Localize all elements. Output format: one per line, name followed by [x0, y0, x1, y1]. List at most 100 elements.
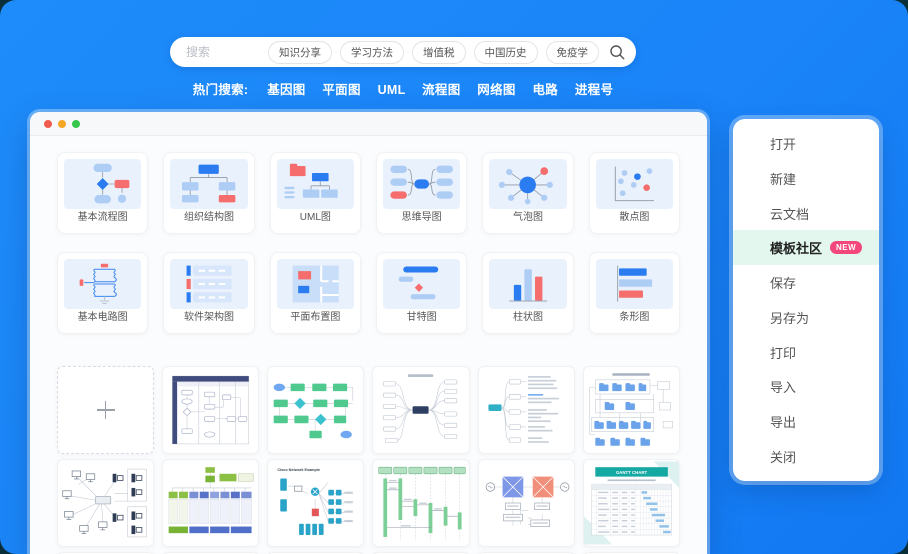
window-content: 基本流程图 组织结构图	[30, 136, 707, 554]
hot-term-network[interactable]: 网络图	[477, 83, 516, 97]
gallery-template-swimlane-flowchart[interactable]	[162, 366, 260, 454]
gallery-template-deployment-diagram[interactable]	[582, 366, 680, 454]
menu-label: 导入	[770, 380, 797, 396]
gallery-template-green-flowchart[interactable]	[267, 366, 365, 454]
template-card-software-arch[interactable]: 软件架构图	[163, 252, 255, 334]
template-card-basic-flowchart[interactable]: 基本流程图	[57, 152, 149, 234]
menu-item-import[interactable]: 导入	[733, 370, 879, 405]
maximize-window-dot[interactable]	[72, 119, 80, 128]
menu-label: 新建	[770, 171, 797, 187]
sequence-diagram-preview-icon	[378, 466, 467, 540]
template-label: 柱状图	[512, 312, 543, 323]
menu-item-new[interactable]: 新建	[733, 161, 879, 196]
uml-preview-icon	[284, 163, 338, 199]
search-tag-knowledge[interactable]: 知识分享	[268, 40, 332, 64]
new-badge: NEW	[830, 241, 863, 255]
template-label: 甘特图	[406, 312, 437, 323]
hot-search-label: 热门搜索:	[192, 83, 249, 97]
template-card-circuit[interactable]: 基本电路图	[57, 252, 149, 334]
template-card-bubble[interactable]: 气泡图	[482, 152, 574, 234]
hot-term-floorplan[interactable]: 平面图	[322, 83, 361, 97]
gallery-template-network-topology[interactable]	[57, 459, 155, 547]
bar-chart-preview-icon	[616, 265, 652, 302]
search-bar: 知识分享 学习方法 增值税 中国历史 免疫学	[170, 37, 636, 67]
template-card-scatter[interactable]: 散点图	[588, 152, 680, 234]
gantt-chart-preview-icon: GANTT CHART	[583, 461, 679, 545]
template-label: 基本电路图	[77, 312, 128, 323]
template-card-gantt[interactable]: 甘特图	[376, 252, 468, 334]
search-tag-study[interactable]: 学习方法	[340, 40, 404, 64]
gallery-grid: Cisco Network Example	[57, 366, 680, 554]
column-chart-preview-icon	[509, 269, 548, 302]
cisco-template-title: Cisco Network Example	[278, 468, 321, 472]
close-window-dot[interactable]	[44, 119, 52, 128]
search-tag-history[interactable]: 中国历史	[473, 40, 538, 64]
template-label: 基本流程图	[77, 212, 128, 223]
file-menu: 打开 新建 云文档 模板社区 NEW 保存 另存为 打印 导入 导出 关闭	[733, 119, 879, 481]
gallery-template-mindmap-teal[interactable]	[477, 366, 575, 454]
bubble-chart-preview-icon	[499, 167, 554, 205]
gantt-preview-icon	[398, 266, 439, 300]
cisco-network-preview-icon: Cisco Network Example	[278, 468, 354, 536]
template-card-bar-chart[interactable]: 条形图	[588, 252, 680, 334]
gallery-template-power-circuit[interactable]	[477, 459, 575, 547]
gallery-template-hierarchy-table[interactable]	[162, 459, 260, 547]
menu-label: 打印	[770, 345, 797, 361]
menu-item-open[interactable]: 打开	[733, 126, 879, 161]
menu-item-cloud-docs[interactable]: 云文档	[733, 196, 879, 231]
circuit-preview-icon	[79, 263, 117, 304]
template-label: 软件架构图	[183, 312, 234, 323]
menu-label: 模板社区	[770, 241, 823, 257]
menu-label: 关闭	[770, 450, 797, 466]
menu-item-save[interactable]: 保存	[733, 265, 879, 300]
mindmap-dark-preview-icon	[383, 374, 458, 443]
search-tag-tax[interactable]: 增值税	[412, 40, 466, 64]
hot-term-circuit[interactable]: 电路	[532, 83, 559, 97]
template-card-uml[interactable]: UML图	[269, 152, 361, 234]
template-label: 组织结构图	[183, 212, 234, 223]
template-card-org-chart[interactable]: 组织结构图	[163, 152, 255, 234]
template-card-column-chart[interactable]: 柱状图	[482, 252, 574, 334]
gallery-template-mindmap-dark[interactable]	[372, 366, 470, 454]
search-input[interactable]	[184, 44, 260, 60]
deployment-preview-icon	[589, 373, 673, 446]
menu-item-template-community[interactable]: 模板社区 NEW	[733, 230, 879, 266]
green-flowchart-preview-icon	[273, 383, 354, 439]
menu-label: 导出	[770, 415, 797, 431]
search-tag-immunology[interactable]: 免疫学	[545, 40, 599, 64]
mindmap-teal-preview-icon	[488, 376, 559, 443]
menu-label: 另存为	[770, 310, 810, 326]
search-icon[interactable]	[608, 43, 626, 61]
menu-label: 保存	[770, 276, 797, 292]
menu-item-close[interactable]: 关闭	[733, 439, 879, 474]
menu-item-print[interactable]: 打印	[733, 335, 879, 370]
minimize-window-dot[interactable]	[58, 119, 66, 128]
gallery-template-sequence-diagram[interactable]	[372, 459, 470, 547]
menu-item-export[interactable]: 导出	[733, 404, 879, 439]
hot-term-process[interactable]: 进程号	[574, 83, 614, 97]
template-type-grid: 基本流程图 组织结构图	[57, 152, 680, 334]
hot-term-uml[interactable]: UML	[377, 83, 406, 97]
gallery-template-cisco-network[interactable]: Cisco Network Example	[267, 459, 365, 547]
hot-term-gene[interactable]: 基因图	[267, 83, 306, 97]
mindmap-preview-icon	[390, 165, 453, 199]
template-card-floor-plan[interactable]: 平面布置图	[269, 252, 361, 334]
window-titlebar	[30, 112, 707, 136]
templates-window: 基本流程图 组织结构图	[30, 112, 707, 554]
network-topology-preview-icon	[62, 468, 147, 538]
template-label: 条形图	[619, 312, 650, 323]
template-card-mindmap[interactable]: 思维导图	[376, 152, 468, 234]
hot-term-flowchart[interactable]: 流程图	[422, 83, 461, 97]
hot-search-row: 热门搜索: 基因图 平面图 UML 流程图 网络图 电路 进程号	[150, 79, 656, 98]
swimlane-preview-icon	[172, 375, 250, 445]
gantt-template-title: GANTT CHART	[616, 470, 648, 475]
flowchart-preview-icon	[93, 163, 130, 204]
power-circuit-preview-icon	[485, 476, 570, 527]
template-label: 散点图	[619, 212, 650, 223]
menu-label: 打开	[770, 136, 797, 152]
gallery-template-gantt-chart[interactable]: GANTT CHART	[582, 459, 680, 547]
new-blank-template-card[interactable]	[57, 366, 155, 454]
menu-item-save-as[interactable]: 另存为	[733, 300, 879, 335]
software-architecture-preview-icon	[186, 265, 233, 303]
